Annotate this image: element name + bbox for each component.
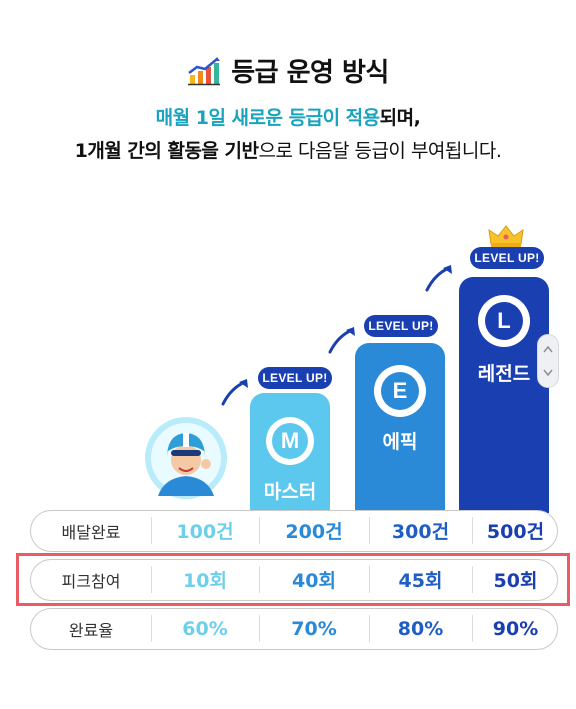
legend-letter: L [485, 302, 523, 340]
level-bar-epic: E 에픽 [355, 343, 445, 513]
page-title: 등급 운영 방식 [231, 58, 389, 88]
subtitle-line-2: 1개월 간의 활동을 기반으로 다음달 등급이 부여됩니다. [0, 136, 576, 163]
level-arrow-icon [328, 327, 355, 354]
section-header: 등급 운영 방식 [0, 52, 576, 89]
rising-chart-icon [188, 56, 221, 85]
level-up-badge: LEVEL UP! [364, 315, 438, 337]
value-cell: 80% [397, 617, 444, 640]
level-name-master: 마스터 [263, 481, 317, 503]
highlight-box [16, 553, 570, 606]
level-arrow-icon [425, 265, 452, 292]
value-cell: 70% [291, 617, 337, 640]
row-label: 완료율 [68, 620, 114, 640]
level-name-epic: 에픽 [382, 431, 418, 453]
level-bar-master: M 마스터 [250, 393, 330, 513]
epic-badge: E [374, 365, 426, 417]
level-arrow-icon [221, 379, 248, 406]
level-bar-legend: L 레전드 [459, 277, 549, 513]
value-cell: 10회 [183, 570, 227, 592]
row-label: 피크참여 [61, 571, 121, 591]
level-up-badge: LEVEL UP! [258, 367, 332, 389]
value-cell: 500건 [486, 521, 545, 543]
level-up-badge: LEVEL UP! [470, 247, 544, 269]
subtitle-line-1: 매월 1일 새로운 등급이 적용되며, [0, 103, 576, 130]
value-cell: 40회 [292, 570, 336, 592]
table-row-delivery: 배달완료 100건 200건 300건 500건 [30, 510, 558, 552]
value-cell: 50회 [493, 570, 538, 592]
legend-badge: L [478, 295, 530, 347]
value-cell: 60% [182, 617, 228, 640]
value-cell: 45회 [398, 570, 443, 592]
rider-avatar [145, 417, 227, 499]
crown-icon [488, 225, 524, 247]
chevron-up-icon [543, 345, 553, 353]
value-cell: 300건 [391, 521, 450, 543]
epic-letter: E [381, 372, 419, 410]
subtitle-rest: 되며, [379, 107, 421, 129]
chevron-down-icon [543, 369, 553, 377]
value-cell: 200건 [285, 521, 343, 543]
master-badge: M [266, 417, 314, 465]
subtitle-rest-2: 으로 다음달 등급이 부여됩니다. [258, 140, 502, 162]
master-letter: M [272, 423, 308, 459]
table-row-completion: 완료율 60% 70% 80% 90% [30, 608, 558, 650]
value-cell: 100건 [176, 521, 234, 543]
value-cell: 90% [492, 617, 539, 640]
subtitle-highlight: 매월 1일 새로운 등급이 적용 [155, 107, 380, 129]
level-name-legend: 레전드 [477, 363, 531, 385]
subtitle-bold: 1개월 간의 활동을 기반 [74, 140, 259, 162]
row-label: 배달완료 [61, 522, 121, 542]
table-row-peak: 피크참여 10회 40회 45회 50회 [30, 559, 558, 601]
scroll-handle[interactable] [537, 334, 559, 388]
